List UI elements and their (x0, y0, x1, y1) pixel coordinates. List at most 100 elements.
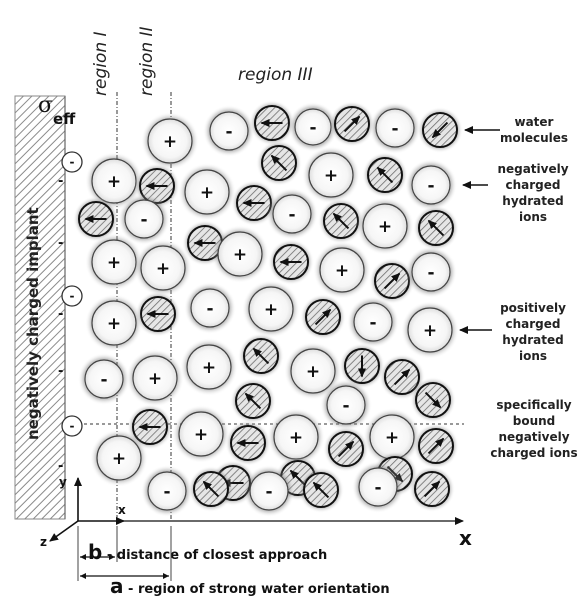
axis-x-big-label: x (459, 526, 472, 550)
a-dimension-label: a - region of strong water orientation (110, 574, 390, 596)
positive-ion: + (134, 239, 192, 297)
negative-ion: - (320, 379, 372, 431)
positive-ion: + (284, 342, 342, 400)
water-dipole-arrow (427, 437, 445, 455)
svg-text:-: - (427, 263, 434, 283)
implant-charge-mark: - (58, 459, 63, 474)
negative-ion: - (347, 296, 399, 348)
svg-text:+: + (306, 362, 320, 382)
svg-text:+: + (194, 425, 208, 445)
svg-text:+: + (200, 183, 214, 203)
legend-positive-ions: positively charged hydrated ions (459, 301, 566, 363)
svg-text:+: + (163, 132, 177, 152)
water-molecule (413, 205, 459, 251)
positive-ion: + (180, 338, 238, 396)
pos-label-line-3: hydrated (502, 333, 563, 347)
implant-charge-mark: - (58, 364, 63, 379)
neg-label-line-2: charged (506, 178, 561, 192)
svg-text:-: - (288, 205, 295, 225)
water-molecule (339, 343, 385, 389)
a-letter: a (110, 574, 124, 596)
water-dipole-arrow (337, 440, 355, 458)
water-molecule (135, 291, 181, 337)
water-dipole-arrow (376, 166, 394, 184)
water-molecule (73, 196, 119, 242)
positive-ion: + (172, 405, 230, 463)
svg-text:-: - (369, 313, 376, 333)
water-molecule (323, 426, 369, 472)
water-dipole-arrow (244, 392, 262, 410)
negative-ion: - (141, 465, 193, 517)
positive-ion: + (302, 146, 360, 204)
svg-text:-: - (265, 482, 272, 502)
svg-text:+: + (423, 321, 437, 341)
svg-text:+: + (202, 358, 216, 378)
b-dimension-label: b - distance of closest approach (88, 540, 327, 564)
region-1-label: region I (91, 31, 111, 96)
positive-ion: + (85, 233, 143, 291)
svg-text:-: - (70, 155, 75, 169)
legend-negative-ions: negatively charged hydrated ions (462, 162, 569, 224)
water-dipole-arrow (332, 212, 350, 230)
water-molecule (409, 466, 455, 512)
svg-text:+: + (156, 259, 170, 279)
bound-negative-ion: - (61, 151, 83, 173)
svg-text:-: - (342, 396, 349, 416)
svg-text:+: + (107, 253, 121, 273)
positive-ion: + (211, 225, 269, 283)
positive-ion: + (401, 301, 459, 359)
water-molecule (256, 140, 302, 186)
water-molecule (300, 294, 346, 340)
svg-text:-: - (163, 482, 170, 502)
svg-text:-: - (225, 122, 232, 142)
water-dipole-arrow (424, 391, 442, 409)
water-dipole-arrow (343, 115, 361, 133)
svg-text:+: + (148, 369, 162, 389)
water-molecule (238, 333, 284, 379)
water-molecule (298, 467, 344, 513)
water-dipole-arrow (393, 368, 411, 386)
svg-text:-: - (70, 289, 75, 303)
positive-ion: + (85, 294, 143, 352)
negative-ion: - (405, 246, 457, 298)
positive-ion: + (356, 197, 414, 255)
svg-text:+: + (385, 428, 399, 448)
b-letter: b (88, 540, 102, 564)
water-dipole-arrow (431, 121, 449, 139)
sigma-subscript: eff (53, 110, 76, 128)
water-molecule (410, 377, 456, 423)
implant-surface-charges: - - - - - (58, 174, 63, 474)
water-molecule (230, 378, 276, 424)
water-dipole-arrow (252, 347, 270, 365)
water-dipole-arrow (314, 308, 332, 326)
negative-ion: - (352, 461, 404, 513)
positive-ion: + (126, 349, 184, 407)
neg-label-line-3: hydrated (502, 194, 563, 208)
water-molecule (188, 466, 234, 512)
positive-ion: + (313, 241, 371, 299)
pos-label-line-1: positively (500, 301, 566, 315)
a-text: - region of strong water orientation (124, 582, 390, 596)
neg-label-line-1: negatively (497, 162, 568, 176)
water-dipole-arrow (427, 219, 445, 237)
water-dipole-arrow (312, 481, 330, 499)
water-dipole-arrow (423, 480, 441, 498)
bound-negative-ion: - (61, 285, 83, 307)
implant-wall: negatively charged implant (14, 95, 66, 520)
negative-ion: - (405, 159, 457, 211)
positive-ion: + (90, 429, 148, 487)
water-molecule (225, 420, 271, 466)
negative-ion: - (369, 102, 421, 154)
positive-ion: + (363, 408, 421, 466)
negative-ion: - (203, 105, 255, 157)
positive-ion: + (242, 280, 300, 338)
negative-ion: - (266, 188, 318, 240)
svg-text:-: - (391, 119, 398, 139)
svg-text:+: + (378, 217, 392, 237)
svg-text:+: + (289, 428, 303, 448)
legend-water-molecules: water molecules (464, 115, 568, 145)
